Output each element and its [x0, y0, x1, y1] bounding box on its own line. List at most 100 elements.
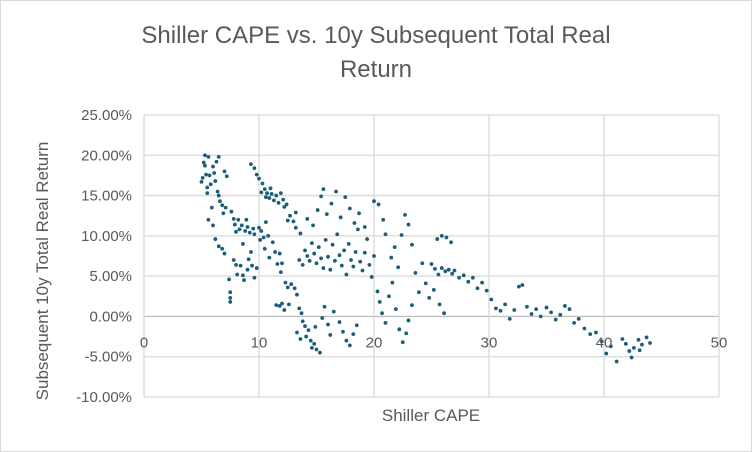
data-point — [310, 241, 314, 246]
data-point — [206, 154, 211, 159]
data-point — [262, 246, 267, 251]
data-point — [609, 344, 613, 349]
data-point — [400, 340, 405, 345]
data-point — [588, 332, 593, 337]
data-point — [319, 194, 323, 199]
data-point — [212, 171, 217, 175]
data-point — [322, 304, 327, 309]
data-point — [362, 225, 367, 229]
data-point — [620, 337, 625, 341]
data-point — [503, 302, 507, 307]
data-point — [390, 280, 395, 285]
data-point — [326, 322, 330, 327]
data-point — [314, 261, 319, 266]
data-point — [435, 237, 440, 241]
x-tick-label: 20 — [366, 334, 383, 351]
data-point — [644, 335, 649, 340]
data-point — [267, 196, 272, 200]
data-point — [246, 257, 251, 262]
data-point — [369, 275, 374, 279]
data-point — [576, 316, 581, 321]
data-point — [307, 258, 312, 263]
data-point — [525, 304, 529, 309]
data-point — [203, 163, 207, 168]
data-point — [220, 246, 225, 251]
data-point — [229, 209, 234, 214]
y-tick-label: 10.00% — [81, 228, 132, 245]
data-point — [396, 265, 401, 270]
data-point — [627, 349, 632, 353]
data-point — [372, 199, 376, 204]
data-point — [443, 269, 448, 274]
y-tick-label: 5.00% — [89, 268, 132, 285]
data-point — [278, 191, 283, 196]
data-point — [352, 221, 357, 225]
data-point — [303, 248, 307, 253]
data-point — [222, 251, 227, 256]
data-point — [251, 226, 256, 231]
data-point — [549, 310, 553, 315]
data-point — [208, 182, 213, 187]
data-point — [362, 250, 367, 255]
data-point — [274, 193, 279, 198]
data-point — [283, 280, 288, 285]
data-point — [287, 302, 291, 307]
data-point — [305, 217, 310, 221]
data-point — [342, 248, 346, 253]
data-point — [339, 263, 344, 268]
data-point — [344, 272, 349, 277]
chart-title: Shiller CAPE vs. 10y Subsequent Total Re… — [1, 19, 751, 87]
data-point — [243, 229, 248, 233]
data-point — [252, 232, 257, 237]
data-point — [289, 282, 294, 287]
data-point — [351, 264, 356, 269]
data-point — [484, 288, 489, 293]
data-point — [567, 307, 572, 312]
data-point — [211, 223, 215, 228]
data-point — [292, 286, 297, 291]
data-point — [231, 258, 236, 262]
data-point — [216, 193, 221, 198]
data-point — [216, 154, 221, 159]
data-point — [433, 266, 437, 271]
data-point — [558, 312, 563, 317]
data-point — [215, 189, 220, 194]
data-point — [300, 262, 305, 267]
data-point — [235, 272, 240, 277]
data-point — [442, 311, 447, 316]
data-point — [262, 187, 267, 192]
data-point — [507, 316, 512, 321]
y-tick-label: 15.00% — [81, 188, 132, 205]
data-point — [249, 162, 253, 167]
data-point — [252, 275, 257, 280]
data-point — [413, 271, 418, 275]
data-point — [265, 191, 269, 196]
data-point — [312, 341, 317, 346]
data-point — [517, 284, 521, 289]
data-point — [321, 187, 326, 192]
data-point — [356, 227, 360, 232]
data-point — [353, 250, 358, 254]
data-point — [381, 217, 386, 222]
data-point — [308, 338, 313, 343]
data-point — [380, 311, 384, 316]
data-point — [410, 303, 414, 308]
data-point — [349, 258, 353, 262]
data-point — [320, 316, 325, 320]
data-point — [266, 233, 271, 238]
data-point — [439, 233, 444, 238]
data-point — [520, 283, 525, 287]
data-point — [224, 174, 229, 179]
data-point — [358, 259, 363, 264]
data-point — [234, 262, 238, 267]
data-point — [247, 230, 252, 235]
data-point — [452, 268, 457, 273]
data-point — [270, 240, 275, 245]
data-point — [281, 197, 286, 202]
data-point — [205, 185, 210, 190]
data-point — [544, 305, 549, 310]
data-point — [298, 337, 303, 341]
data-point — [237, 227, 242, 232]
data-point — [211, 164, 215, 169]
data-point — [306, 328, 311, 333]
